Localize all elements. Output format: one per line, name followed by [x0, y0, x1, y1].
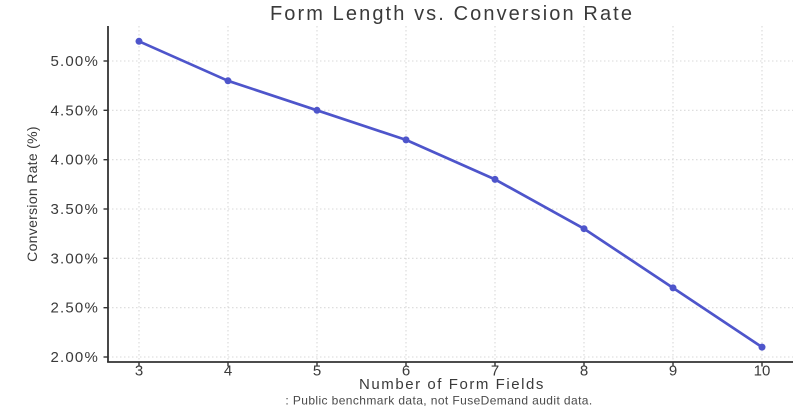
svg-text:Form Length vs. Conversion Rat: Form Length vs. Conversion Rate — [270, 3, 634, 25]
svg-text:Number of Form Fields: Number of Form Fields — [359, 376, 545, 393]
svg-text:6: 6 — [402, 363, 410, 380]
svg-text:2.50%: 2.50% — [50, 300, 99, 317]
svg-text:4.00%: 4.00% — [50, 152, 99, 169]
svg-text:3.50%: 3.50% — [50, 201, 99, 218]
svg-text:7: 7 — [491, 363, 499, 380]
svg-text:4: 4 — [224, 363, 232, 380]
svg-text:10: 10 — [754, 363, 771, 380]
svg-text:3.00%: 3.00% — [50, 250, 99, 267]
svg-text:2.00%: 2.00% — [50, 349, 99, 366]
svg-text:5: 5 — [313, 363, 321, 380]
svg-text:: Public benchmark data, not F: : Public benchmark data, not FuseDemand … — [285, 394, 592, 408]
svg-text:8: 8 — [580, 363, 588, 380]
svg-text:4.50%: 4.50% — [50, 102, 99, 119]
svg-text:9: 9 — [669, 363, 677, 380]
svg-text:Conversion Rate (%): Conversion Rate (%) — [24, 126, 40, 262]
svg-text:5.00%: 5.00% — [50, 53, 99, 70]
svg-text:3: 3 — [135, 363, 143, 380]
